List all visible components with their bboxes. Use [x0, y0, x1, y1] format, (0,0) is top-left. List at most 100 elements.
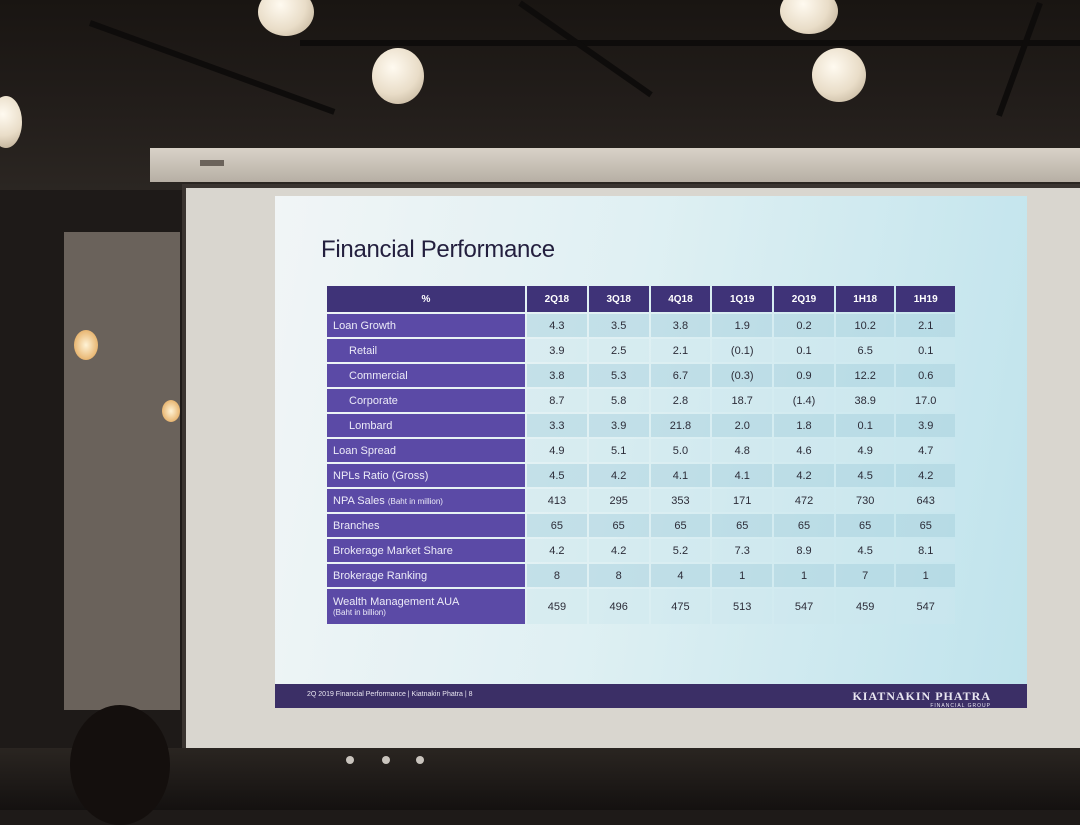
slide-title: Financial Performance — [321, 236, 555, 263]
table-cell: 547 — [896, 589, 955, 624]
table-header-row: % 2Q18 3Q18 4Q18 1Q19 2Q19 1H18 1H19 — [327, 286, 955, 312]
table-cell: 38.9 — [835, 389, 895, 412]
table-cell: 472 — [774, 489, 834, 512]
table-cell: 4.1 — [712, 464, 773, 487]
table-cell: 413 — [527, 489, 587, 512]
left-wall-panel — [64, 232, 180, 710]
table-cell: 3.3 — [527, 414, 587, 437]
ceiling-beam — [300, 40, 1080, 46]
table-row: Brokerage Ranking 8 8 4 1 1 7 1 — [327, 564, 955, 587]
table-cell: 353 — [650, 489, 711, 512]
table-cell: 0.1 — [774, 339, 834, 362]
table-cell: 4.2 — [896, 464, 955, 487]
table-cell: 65 — [896, 514, 955, 537]
table-cell: 4.6 — [774, 439, 834, 462]
table-cell: 5.0 — [650, 439, 711, 462]
screen-case-tag — [200, 160, 224, 166]
table-cell: 5.8 — [588, 389, 649, 412]
table-cell: 18.7 — [712, 389, 773, 412]
table-cell: 7 — [835, 564, 895, 587]
table-cell: 4.2 — [588, 539, 649, 562]
table-cell: 459 — [835, 589, 895, 624]
ceiling-light — [0, 96, 22, 148]
table-cell: 4.5 — [835, 539, 895, 562]
column-header: 1H18 — [835, 286, 895, 312]
table-cell: 3.9 — [896, 414, 955, 437]
row-label: Lombard — [327, 414, 525, 437]
projector-screen-case — [150, 148, 1080, 182]
table-cell: 2.1 — [896, 314, 955, 337]
table-cell: 8.9 — [774, 539, 834, 562]
table-cell: 2.5 — [588, 339, 649, 362]
table-cell: 2.1 — [650, 339, 711, 362]
table-cell: 0.1 — [896, 339, 955, 362]
row-label: Commercial — [327, 364, 525, 387]
table-cell: 8.7 — [527, 389, 587, 412]
logo-wordmark: KIATNAKIN PHATRA — [852, 689, 991, 703]
table-cell: 475 — [650, 589, 711, 624]
table-cell: 8 — [588, 564, 649, 587]
row-label: Corporate — [327, 389, 525, 412]
footer-text: 2Q 2019 Financial Performance | Kiatnaki… — [307, 691, 473, 698]
row-label: NPA Sales (Baht in million) — [327, 489, 525, 512]
row-label-text: Wealth Management AUA — [333, 596, 460, 608]
wall-lamp — [74, 330, 98, 360]
table-cell: 1 — [774, 564, 834, 587]
table-cell: (0.3) — [712, 364, 773, 387]
room-floor — [0, 748, 1080, 810]
table-cell: 1 — [712, 564, 773, 587]
column-header: 1H19 — [896, 286, 955, 312]
presentation-slide: Financial Performance % 2Q18 3Q18 4Q18 1… — [275, 196, 1027, 709]
audience-head-silhouette — [70, 705, 170, 825]
financial-performance-table: % 2Q18 3Q18 4Q18 1Q19 2Q19 1H18 1H19 Loa… — [325, 284, 957, 626]
table-row: NPA Sales (Baht in million) 413 295 353 … — [327, 489, 955, 512]
table-cell: 4.5 — [835, 464, 895, 487]
row-label: Brokerage Market Share — [327, 539, 525, 562]
table-row: NPLs Ratio (Gross) 4.5 4.2 4.1 4.1 4.2 4… — [327, 464, 955, 487]
table-cell: 3.9 — [527, 339, 587, 362]
row-label: Wealth Management AUA (Baht in billion) — [327, 589, 525, 624]
table-cell: 8.1 — [896, 539, 955, 562]
table-row: Wealth Management AUA (Baht in billion) 4… — [327, 589, 955, 624]
ceiling-light — [812, 48, 866, 102]
table-cell: (1.4) — [774, 389, 834, 412]
table-cell: 4.2 — [527, 539, 587, 562]
table-cell: 1.8 — [774, 414, 834, 437]
table-cell: 65 — [527, 514, 587, 537]
row-label: Loan Growth — [327, 314, 525, 337]
table-cell: 65 — [835, 514, 895, 537]
table-cell: (0.1) — [712, 339, 773, 362]
column-header: 4Q18 — [650, 286, 711, 312]
table-row: Loan Spread 4.9 5.1 5.0 4.8 4.6 4.9 4.7 — [327, 439, 955, 462]
table-cell: 7.3 — [712, 539, 773, 562]
table-cell: 4.7 — [896, 439, 955, 462]
table-cell: 65 — [712, 514, 773, 537]
table-cell: 17.0 — [896, 389, 955, 412]
table-cell: 547 — [774, 589, 834, 624]
row-label-unit: (Baht in billion) — [333, 608, 386, 617]
table-cell: 65 — [588, 514, 649, 537]
table-cell: 4.1 — [650, 464, 711, 487]
table-row: Commercial 3.8 5.3 6.7 (0.3) 0.9 12.2 0.… — [327, 364, 955, 387]
table-row: Loan Growth 4.3 3.5 3.8 1.9 0.2 10.2 2.1 — [327, 314, 955, 337]
table-cell: 4.9 — [527, 439, 587, 462]
table-cell: 643 — [896, 489, 955, 512]
table-row: Brokerage Market Share 4.2 4.2 5.2 7.3 8… — [327, 539, 955, 562]
table-cell: 4.2 — [774, 464, 834, 487]
table-cell: 0.1 — [835, 414, 895, 437]
table-cell: 3.5 — [588, 314, 649, 337]
table-cell: 65 — [774, 514, 834, 537]
table-cell: 730 — [835, 489, 895, 512]
table-cell: 4.3 — [527, 314, 587, 337]
table-row: Retail 3.9 2.5 2.1 (0.1) 0.1 6.5 0.1 — [327, 339, 955, 362]
row-label: NPLs Ratio (Gross) — [327, 464, 525, 487]
table-cell: 4 — [650, 564, 711, 587]
row-label: Brokerage Ranking — [327, 564, 525, 587]
table-cell: 0.6 — [896, 364, 955, 387]
table-cell: 5.1 — [588, 439, 649, 462]
table-cell: 4.2 — [588, 464, 649, 487]
table-cell: 0.9 — [774, 364, 834, 387]
table-row: Corporate 8.7 5.8 2.8 18.7 (1.4) 38.9 17… — [327, 389, 955, 412]
table-cell: 295 — [588, 489, 649, 512]
ceiling-light — [372, 48, 424, 104]
